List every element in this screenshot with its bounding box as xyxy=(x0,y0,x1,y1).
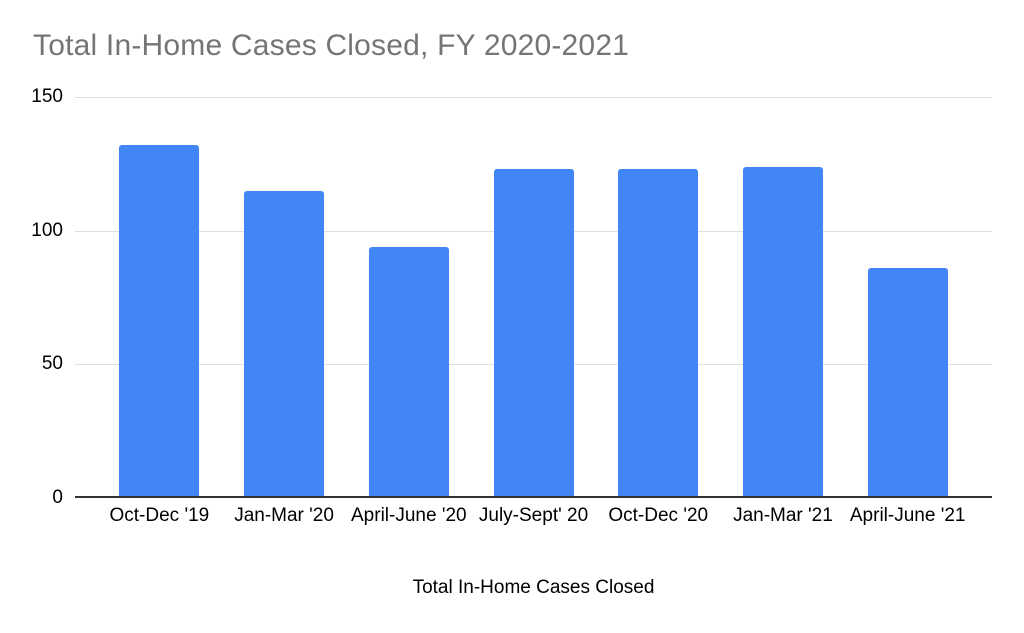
gridline-150 xyxy=(75,97,992,98)
bar-Oct-Dec '20[interactable] xyxy=(618,169,699,498)
x-category-label: Oct-Dec '20 xyxy=(608,505,709,526)
x-category-label: Oct-Dec '19 xyxy=(109,505,210,526)
bar-slot xyxy=(222,97,347,498)
bar-slot xyxy=(471,97,596,498)
y-tick-label: 150 xyxy=(31,86,63,107)
y-tick-label: 100 xyxy=(31,219,63,241)
chart-title: Total In-Home Cases Closed, FY 2020-2021 xyxy=(33,29,630,62)
bar-Jan-Mar '20[interactable] xyxy=(244,190,325,498)
x-axis-line xyxy=(75,496,992,498)
bar-April-June '20[interactable] xyxy=(368,246,449,498)
bar-slot xyxy=(721,97,846,498)
x-axis-category-labels: Oct-Dec '19 Jan-Mar '20 April-June '20 July… xyxy=(75,506,992,526)
bar-April-June '21[interactable] xyxy=(867,268,948,498)
x-axis-title: Total In-Home Cases Closed xyxy=(412,577,655,598)
y-tick-label: 0 xyxy=(52,487,63,508)
bar-series xyxy=(75,97,992,498)
bar-July-Sept' 20[interactable] xyxy=(493,169,574,498)
x-category-label: April-June '20 xyxy=(351,505,467,526)
bar-slot xyxy=(346,97,471,498)
bar-Jan-Mar '21[interactable] xyxy=(742,166,823,498)
plot-area xyxy=(75,97,992,498)
bar-slot xyxy=(97,97,222,498)
bar-Oct-Dec '19[interactable] xyxy=(119,145,200,498)
x-category-label: July-Sept' 20 xyxy=(478,505,589,526)
x-category-label: April-June '21 xyxy=(849,505,966,526)
x-category-label: Jan-Mar '21 xyxy=(733,505,833,526)
y-tick-label: 50 xyxy=(41,353,63,375)
x-category-label: Jan-Mar '20 xyxy=(234,505,334,526)
bar-slot xyxy=(596,97,721,498)
bar-slot xyxy=(845,97,970,498)
